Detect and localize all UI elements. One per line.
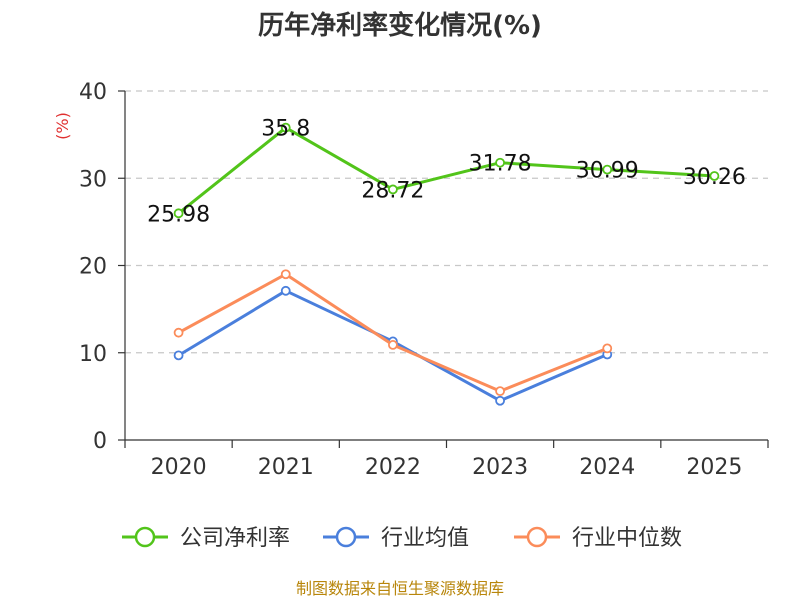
data-point-2-2022[interactable]: [388, 339, 398, 350]
legend-item-1[interactable]: 行业均值: [323, 526, 469, 551]
x-tick-label-2024: 2024: [579, 455, 635, 480]
y-tick-label-20: 20: [79, 255, 107, 280]
data-point-2-2021[interactable]: [280, 269, 291, 280]
legend-label-2: 行业中位数: [572, 526, 682, 551]
x-tick-label-2025: 2025: [686, 455, 742, 480]
legend-swatch-marker-0: [134, 526, 156, 548]
data-point-2-2020[interactable]: [173, 327, 184, 338]
y-tick-label-10: 10: [79, 342, 107, 367]
x-tick-label-2021: 2021: [258, 455, 314, 480]
data-point-2-2023[interactable]: [495, 386, 505, 397]
data-label-2022: 28.72: [361, 178, 424, 203]
y-axis-unit: (%): [53, 112, 72, 140]
x-tick-label-2022: 2022: [365, 455, 421, 480]
series-line-2-0: [177, 272, 608, 393]
data-point-1-2021[interactable]: [280, 285, 291, 296]
data-point-1-2023[interactable]: [495, 395, 505, 406]
x-tick-label-2023: 2023: [472, 455, 528, 480]
data-point-0-2023[interactable]: [495, 157, 505, 168]
x-tick-label-2020: 2020: [151, 455, 207, 480]
data-point-0-2025[interactable]: [709, 171, 720, 181]
legend-label-1: 行业均值: [381, 526, 469, 551]
data-source-note: 制图数据来自恒生聚源数据库: [296, 579, 504, 598]
data-point-0-2022[interactable]: [388, 184, 398, 195]
y-tick-label-40: 40: [79, 80, 107, 105]
data-point-0-2021[interactable]: [280, 122, 291, 133]
legend-item-2[interactable]: 行业中位数: [514, 526, 682, 551]
chart-title: 历年净利率变化情况(%): [258, 10, 542, 41]
data-point-0-2020[interactable]: [173, 208, 184, 219]
y-tick-label-30: 30: [79, 167, 107, 192]
data-point-2-2024[interactable]: [602, 343, 613, 354]
y-tick-label-0: 0: [93, 429, 107, 454]
data-label-2021: 35.8: [261, 117, 310, 142]
data-label-2023: 31.78: [469, 152, 532, 177]
data-point-0-2024[interactable]: [602, 164, 613, 175]
legend-label-0: 公司净利率: [180, 526, 290, 551]
data-point-1-2020[interactable]: [173, 350, 184, 361]
series-line-0-0: [177, 126, 715, 215]
data-label-2025: 30.26: [683, 165, 746, 190]
legend-swatch-marker-2: [526, 526, 548, 548]
legend-item-0[interactable]: 公司净利率: [122, 526, 290, 551]
legend-swatch-marker-1: [335, 526, 357, 548]
data-label-2024: 30.99: [576, 159, 639, 184]
data-label-2020: 25.98: [147, 202, 210, 227]
